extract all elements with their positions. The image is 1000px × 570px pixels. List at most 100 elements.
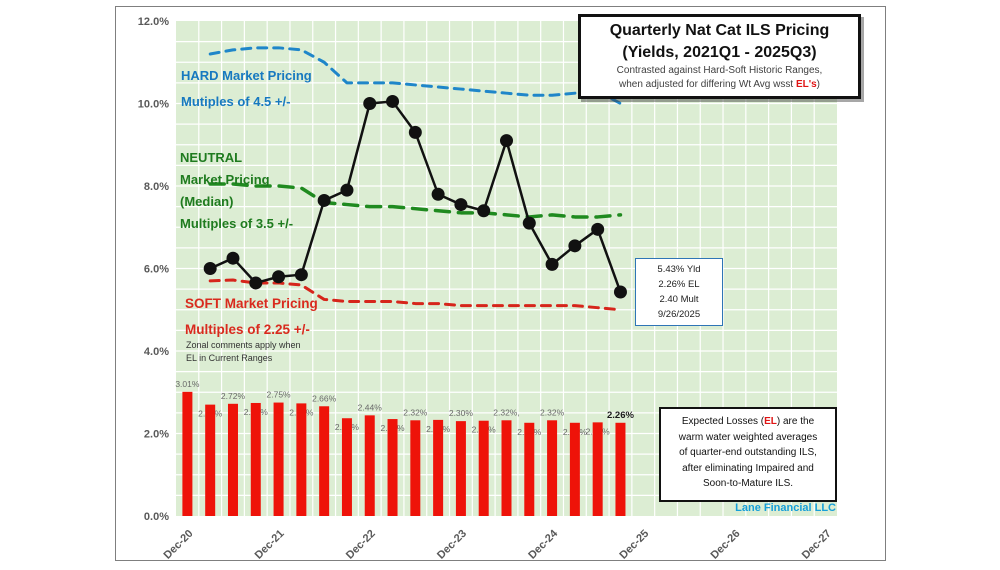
el-bar (296, 403, 307, 516)
x-axis-label: Dec-20 (162, 528, 196, 559)
el-bar (250, 402, 261, 516)
yield-point (500, 134, 513, 148)
yield-point (613, 285, 627, 299)
x-axis-label: Dec-25 (617, 528, 651, 559)
callout-yield: 5.43% Yld (657, 264, 701, 275)
neutral-median-line (208, 182, 623, 219)
yield-point (591, 222, 605, 236)
callout-multiple: 2.40 Mult (659, 294, 699, 305)
yield-point (294, 268, 308, 282)
y-axis-label: 12.0% (138, 16, 169, 28)
chart-canvas: 2.70%2.74%2.73%2.37%2.35%2.33%2.31%2.26%… (138, 16, 837, 559)
bar-value-label: 2.75% (267, 390, 292, 400)
chart-subtitle-line1: Contrasted against Hard-Soft Historic Ra… (616, 65, 823, 76)
el-bar (455, 421, 466, 516)
soft-market-line1: SOFT Market Pricing (185, 296, 318, 311)
el-note-prefix: Expected Losses ( (681, 416, 765, 427)
y-axis-label: 0.0% (144, 511, 169, 523)
yield-point (408, 125, 422, 139)
el-note-line5: Soon-to-Mature ILS. (702, 478, 794, 489)
x-axis-label: Dec-21 (253, 528, 287, 559)
el-bar (569, 422, 580, 516)
yield-point (522, 216, 536, 230)
neutral-market-line1: NEUTRAL (180, 150, 243, 165)
subtitle2-prefix: when adjusted for differing Wt Avg wsst (618, 79, 796, 90)
soft-market-annotation: SOFT Market Pricing Multiples of 2.25 +/… (185, 291, 318, 343)
zonal-note-line2: EL in Current Ranges (186, 353, 273, 363)
bar-value-label: 3.01% (175, 379, 200, 389)
x-axis-label: Dec-27 (800, 528, 834, 559)
y-axis-label: 4.0% (144, 346, 169, 358)
el-bar (592, 422, 603, 516)
el-bar (341, 418, 352, 516)
zonal-note-line1: Zonal comments apply when (186, 340, 301, 350)
chart-title-box: Quarterly Nat Cat ILS Pricing (Yields, 2… (578, 14, 861, 99)
y-axis-label: 6.0% (144, 264, 169, 276)
el-bar (364, 415, 375, 516)
zonal-comment-note: Zonal comments apply when EL in Current … (186, 339, 301, 365)
callout-el: 2.26% EL (658, 279, 700, 290)
chart-title-line1: Quarterly Nat Cat ILS Pricing (609, 22, 830, 39)
bar-value-label: 2.32% (540, 407, 565, 417)
el-bar (227, 403, 238, 516)
el-note-line1: Expected Losses (EL) are the (661, 414, 835, 430)
hard-market-annotation: HARD Market Pricing Mutiples of 4.5 +/- (181, 63, 312, 115)
el-bar (433, 419, 444, 516)
neutral-market-line2: Market Pricing (180, 172, 270, 187)
chart-subtitle-line2: when adjusted for differing Wt Avg wsst … (583, 78, 856, 92)
yield-point (272, 270, 286, 284)
yield-point (568, 239, 582, 253)
subtitle2-el-highlight: EL's (795, 79, 817, 90)
neutral-market-line4: Multiples of 3.5 +/- (180, 216, 294, 231)
x-axis-label: Dec-24 (526, 527, 561, 559)
neutral-market-annotation: NEUTRAL Market Pricing (Median) Multiple… (180, 147, 293, 235)
yield-point (454, 198, 468, 212)
el-bar (319, 406, 330, 516)
bar-value-label: 2.26% (607, 410, 634, 421)
yield-point (317, 193, 331, 207)
yield-point (431, 187, 445, 201)
yield-point (386, 94, 400, 108)
el-note-el-highlight: EL (764, 416, 777, 427)
y-axis-label: 10.0% (138, 99, 169, 111)
el-bar (387, 419, 398, 516)
yield-point (249, 276, 263, 290)
callout-date: 9/26/2025 (657, 309, 701, 320)
el-bar (205, 404, 216, 516)
el-note-suffix: ) are the (776, 416, 815, 427)
hard-range-line (208, 46, 622, 105)
hard-market-line2: Mutiples of 4.5 +/- (181, 94, 291, 109)
bar-value-label: 2.44% (358, 402, 383, 412)
yield-point (226, 251, 240, 265)
latest-point-callout: 5.43% Yld 2.26% EL 2.40 Mult 9/26/2025 (635, 258, 723, 326)
lane-financial-credit: Lane Financial LLC (735, 502, 836, 514)
bar-value-label: 2.32%, (493, 407, 519, 417)
yield-point (340, 183, 354, 197)
soft-market-line2: Multiples of 2.25 +/- (185, 322, 310, 337)
el-bar (615, 422, 626, 516)
y-axis-label: 2.0% (144, 429, 169, 441)
bar-value-label: 2.72% (221, 391, 246, 401)
neutral-market-line3: (Median) (180, 194, 234, 209)
x-axis-label: Dec-26 (709, 528, 743, 559)
el-bar (182, 391, 193, 516)
subtitle2-suffix: ) (816, 79, 820, 90)
el-note-line4: after eliminating Impaired and (682, 462, 814, 474)
el-note-line3: of quarter-end outstanding ILS, (679, 447, 817, 458)
el-note-line2: warm water weighted averages (678, 431, 818, 443)
yield-point (477, 204, 491, 218)
expected-losses-note: Expected Losses (EL) are the warm water … (659, 407, 837, 502)
hard-market-line1: HARD Market Pricing (181, 68, 312, 83)
x-axis-label: Dec-23 (435, 528, 469, 559)
chart-title-line2: (Yields, 2021Q1 - 2025Q3) (622, 44, 817, 61)
el-bar (547, 420, 558, 516)
bar-value-label: 2.32% (403, 407, 428, 417)
chart-frame: 2.70%2.74%2.73%2.37%2.35%2.33%2.31%2.26%… (115, 6, 886, 561)
yield-point (203, 262, 217, 275)
el-bar (478, 420, 489, 516)
bar-value-label: 2.66% (312, 393, 337, 403)
bar-value-label: 2.30% (449, 408, 474, 418)
el-bar (501, 420, 512, 516)
el-bar (524, 422, 535, 516)
